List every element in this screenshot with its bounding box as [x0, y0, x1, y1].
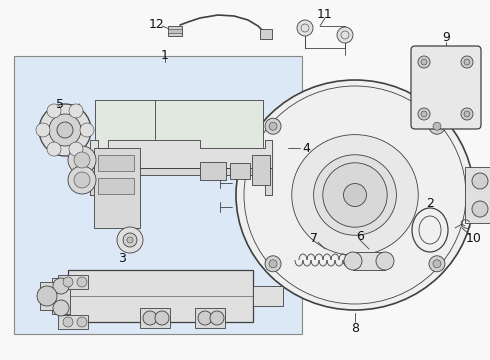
Circle shape — [421, 59, 427, 65]
Circle shape — [69, 104, 83, 118]
Circle shape — [74, 152, 90, 168]
Text: 1: 1 — [161, 49, 169, 62]
Circle shape — [53, 278, 69, 294]
Text: 5: 5 — [56, 98, 64, 111]
Text: 2: 2 — [426, 197, 434, 210]
Text: 12: 12 — [149, 18, 165, 31]
Ellipse shape — [314, 155, 396, 235]
Bar — [94, 148, 140, 228]
Circle shape — [74, 172, 90, 188]
Circle shape — [461, 108, 473, 120]
Circle shape — [36, 123, 50, 137]
Circle shape — [68, 146, 96, 174]
Bar — [95, 100, 263, 168]
Text: 4: 4 — [302, 141, 310, 154]
Bar — [195, 308, 225, 328]
Text: 8: 8 — [351, 321, 359, 334]
Circle shape — [49, 114, 81, 146]
Circle shape — [155, 311, 169, 325]
Circle shape — [464, 111, 470, 117]
Circle shape — [429, 118, 445, 134]
Circle shape — [80, 123, 94, 137]
Circle shape — [464, 59, 470, 65]
Text: 3: 3 — [118, 252, 126, 265]
Bar — [260, 29, 272, 39]
Bar — [253, 286, 283, 306]
Circle shape — [472, 201, 488, 217]
Circle shape — [47, 142, 61, 156]
Circle shape — [265, 256, 281, 272]
Bar — [230, 163, 250, 179]
Circle shape — [461, 56, 473, 68]
Polygon shape — [90, 168, 272, 195]
Circle shape — [57, 122, 73, 138]
Circle shape — [472, 173, 488, 189]
Bar — [168, 29, 182, 33]
Circle shape — [47, 104, 61, 118]
Bar — [58, 275, 88, 289]
Bar — [68, 270, 253, 322]
Circle shape — [297, 20, 313, 36]
Circle shape — [53, 300, 69, 316]
Circle shape — [343, 184, 367, 207]
Circle shape — [117, 227, 143, 253]
Circle shape — [63, 317, 73, 327]
Bar — [353, 252, 385, 270]
Circle shape — [421, 111, 427, 117]
Ellipse shape — [292, 135, 418, 255]
Bar — [168, 26, 182, 36]
Bar — [58, 315, 88, 329]
Bar — [98, 178, 134, 194]
Bar — [465, 167, 490, 223]
Ellipse shape — [236, 80, 474, 310]
Circle shape — [433, 260, 441, 268]
Circle shape — [323, 163, 387, 227]
Circle shape — [127, 237, 133, 243]
Circle shape — [210, 311, 224, 325]
Text: 6: 6 — [356, 230, 364, 243]
Circle shape — [68, 166, 96, 194]
Bar — [252, 155, 270, 185]
Circle shape — [344, 252, 362, 270]
Circle shape — [265, 118, 281, 134]
Circle shape — [429, 256, 445, 272]
Circle shape — [337, 27, 353, 43]
Circle shape — [143, 311, 157, 325]
Polygon shape — [90, 140, 272, 168]
Text: 9: 9 — [442, 31, 450, 44]
Circle shape — [69, 142, 83, 156]
Text: 10: 10 — [466, 231, 482, 244]
Text: 7: 7 — [310, 231, 318, 244]
Bar — [14, 56, 302, 334]
Bar — [52, 278, 70, 314]
Circle shape — [37, 286, 57, 306]
Text: 11: 11 — [317, 8, 333, 21]
Ellipse shape — [412, 208, 448, 252]
Circle shape — [269, 260, 277, 268]
Circle shape — [123, 233, 137, 247]
Circle shape — [77, 317, 87, 327]
Circle shape — [376, 252, 394, 270]
FancyBboxPatch shape — [411, 46, 481, 129]
Circle shape — [269, 122, 277, 130]
Circle shape — [433, 122, 441, 130]
Circle shape — [198, 311, 212, 325]
Circle shape — [77, 277, 87, 287]
Circle shape — [39, 104, 91, 156]
Circle shape — [418, 56, 430, 68]
Bar — [98, 155, 134, 171]
Bar — [140, 308, 170, 328]
Circle shape — [418, 108, 430, 120]
Circle shape — [63, 277, 73, 287]
Bar — [200, 162, 226, 180]
Bar — [40, 282, 54, 310]
